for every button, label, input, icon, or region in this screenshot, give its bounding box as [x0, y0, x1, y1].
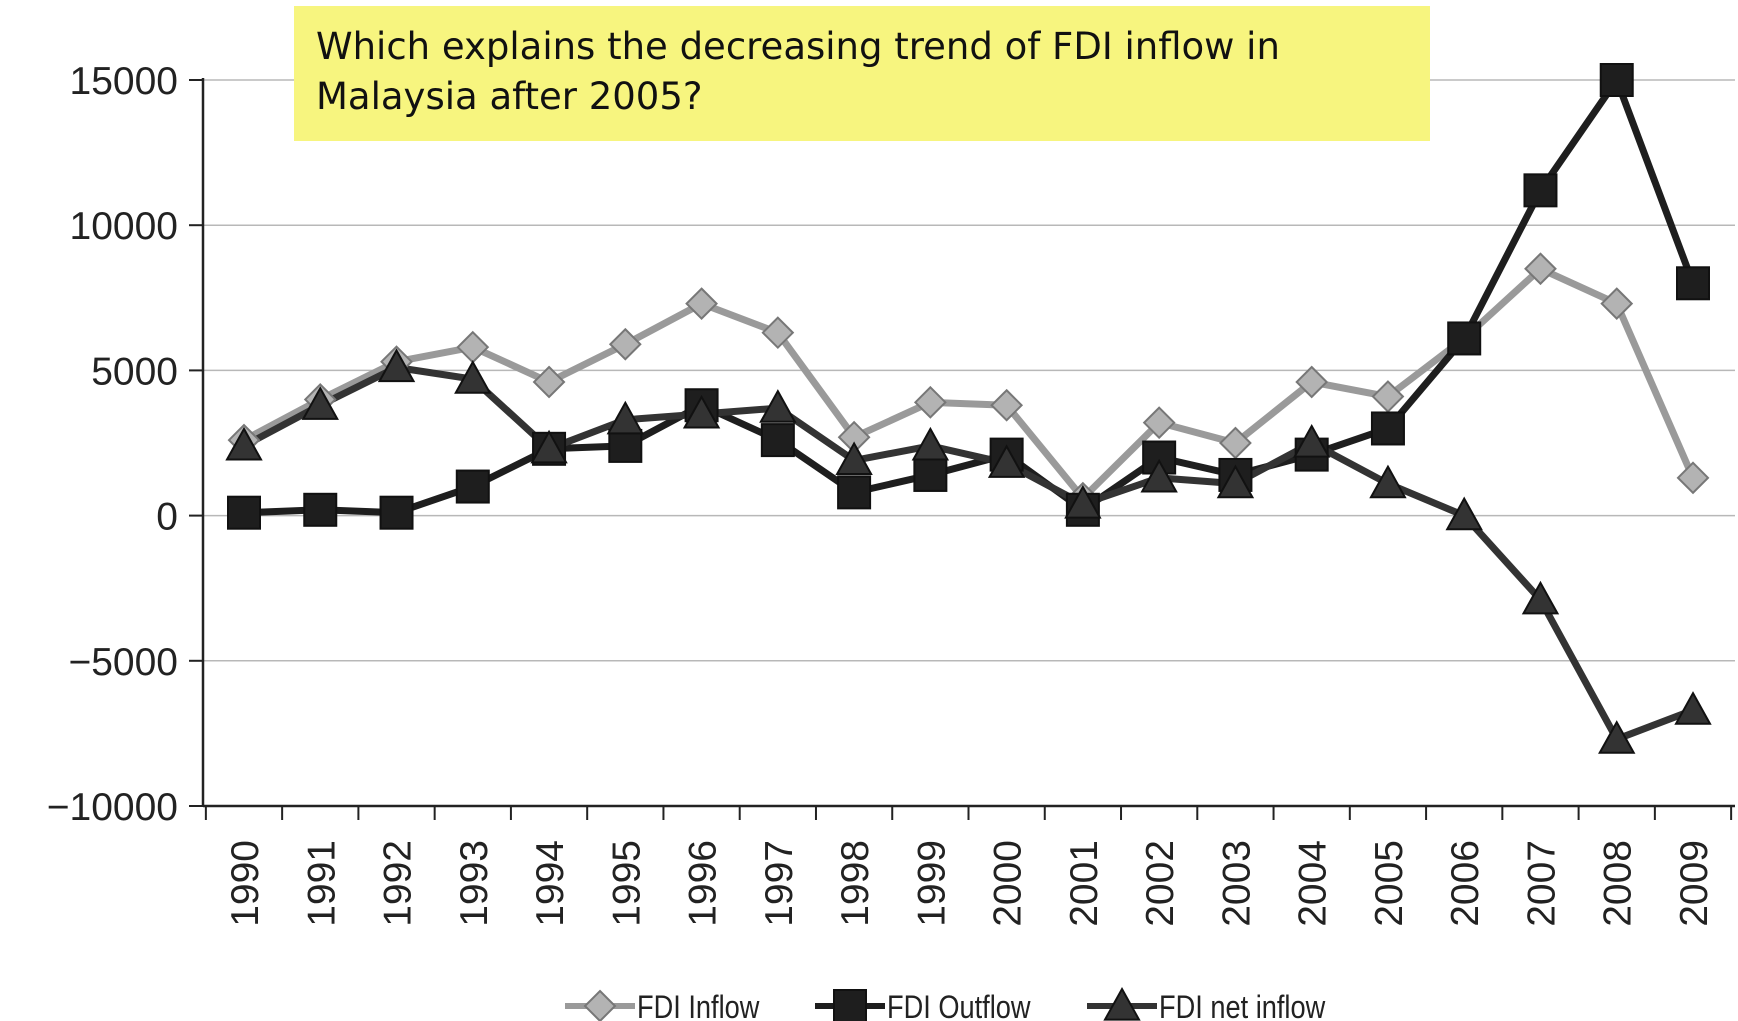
legend-label: FDI net inflow — [1159, 990, 1326, 1021]
data-point — [1600, 287, 1634, 321]
x-tick-label: 2005 — [1368, 840, 1411, 927]
data-point — [530, 429, 568, 464]
data-point — [379, 495, 414, 530]
x-tick-label: 2000 — [987, 840, 1030, 927]
data-point — [1064, 484, 1102, 519]
data-point — [1676, 461, 1710, 495]
data-point — [456, 330, 490, 364]
data-point — [1370, 411, 1405, 446]
series-line — [243, 76, 1697, 517]
y-tick-label: 5000 — [91, 350, 178, 393]
data-point — [301, 386, 339, 420]
data-point — [987, 444, 1026, 478]
data-point — [608, 428, 643, 463]
data-point — [682, 394, 721, 429]
data-point — [1142, 406, 1176, 440]
x-tick-label: 2007 — [1520, 840, 1563, 927]
x-tick-label: 1992 — [377, 840, 420, 927]
data-point — [760, 423, 795, 458]
data-point — [455, 469, 490, 504]
legend-item: FDI Outflow — [815, 989, 1031, 1021]
data-point — [1447, 321, 1482, 356]
x-tick-label: 2002 — [1139, 840, 1182, 927]
data-point — [1369, 464, 1407, 499]
x-tick-label: 2009 — [1673, 840, 1716, 927]
y-tick-label: −5000 — [68, 641, 178, 684]
legend-item: FDI Inflow — [565, 989, 760, 1021]
data-point — [1523, 173, 1558, 208]
legend-marker — [833, 989, 867, 1021]
data-point — [377, 348, 416, 383]
data-point — [1521, 580, 1560, 615]
data-point — [761, 316, 795, 350]
data-point — [837, 475, 872, 510]
x-tick-label: 1996 — [682, 840, 725, 927]
legend-label: FDI Inflow — [637, 990, 760, 1021]
data-point — [225, 426, 263, 461]
data-point — [454, 360, 492, 394]
x-tick-label: 2001 — [1063, 840, 1106, 927]
y-tick-label: −10000 — [47, 786, 178, 829]
data-point — [759, 389, 797, 423]
x-tick-label: 1994 — [529, 840, 572, 927]
data-point — [1524, 252, 1557, 286]
data-point — [1295, 365, 1329, 399]
annotation: Which explains the decreasing trend of F… — [294, 6, 1430, 141]
legend-marker — [583, 989, 617, 1021]
data-point — [1216, 464, 1255, 499]
x-tick-label: 1999 — [910, 840, 953, 927]
x-tick-label: 2006 — [1444, 840, 1487, 927]
data-point — [913, 385, 947, 419]
data-point — [1674, 691, 1712, 725]
legend-label: FDI Outflow — [887, 990, 1031, 1021]
x-tick-label: 1990 — [224, 840, 267, 927]
data-point — [1598, 720, 1636, 754]
data-point — [227, 495, 261, 530]
legend-item: FDI net inflow — [1087, 986, 1326, 1021]
data-point — [608, 327, 642, 361]
x-tick-label: 1997 — [758, 840, 801, 927]
data-point — [1676, 266, 1710, 301]
x-tick-label: 1998 — [834, 840, 877, 927]
y-tick-label: 0 — [156, 496, 178, 539]
data-point — [835, 441, 873, 476]
y-tick-label: 15000 — [70, 60, 178, 103]
x-tick-label: 2008 — [1597, 840, 1640, 927]
x-tick-label: 1991 — [300, 840, 343, 927]
x-tick-label: 2004 — [1292, 840, 1335, 927]
data-point — [606, 400, 645, 435]
legend-marker — [1103, 986, 1141, 1021]
data-point — [685, 287, 718, 321]
data-point — [990, 388, 1024, 422]
data-point — [913, 457, 948, 492]
x-tick-label: 2003 — [1215, 840, 1258, 927]
x-tick-label: 1993 — [453, 840, 496, 927]
x-tick-label: 1995 — [605, 840, 648, 927]
y-tick-label: 10000 — [70, 205, 178, 248]
data-point — [1140, 458, 1178, 493]
data-point — [303, 492, 338, 527]
data-point — [1445, 496, 1483, 531]
data-point — [1292, 423, 1331, 458]
data-point — [911, 426, 950, 461]
series-line — [242, 363, 1695, 743]
data-point — [1599, 63, 1634, 97]
data-point — [532, 365, 566, 399]
